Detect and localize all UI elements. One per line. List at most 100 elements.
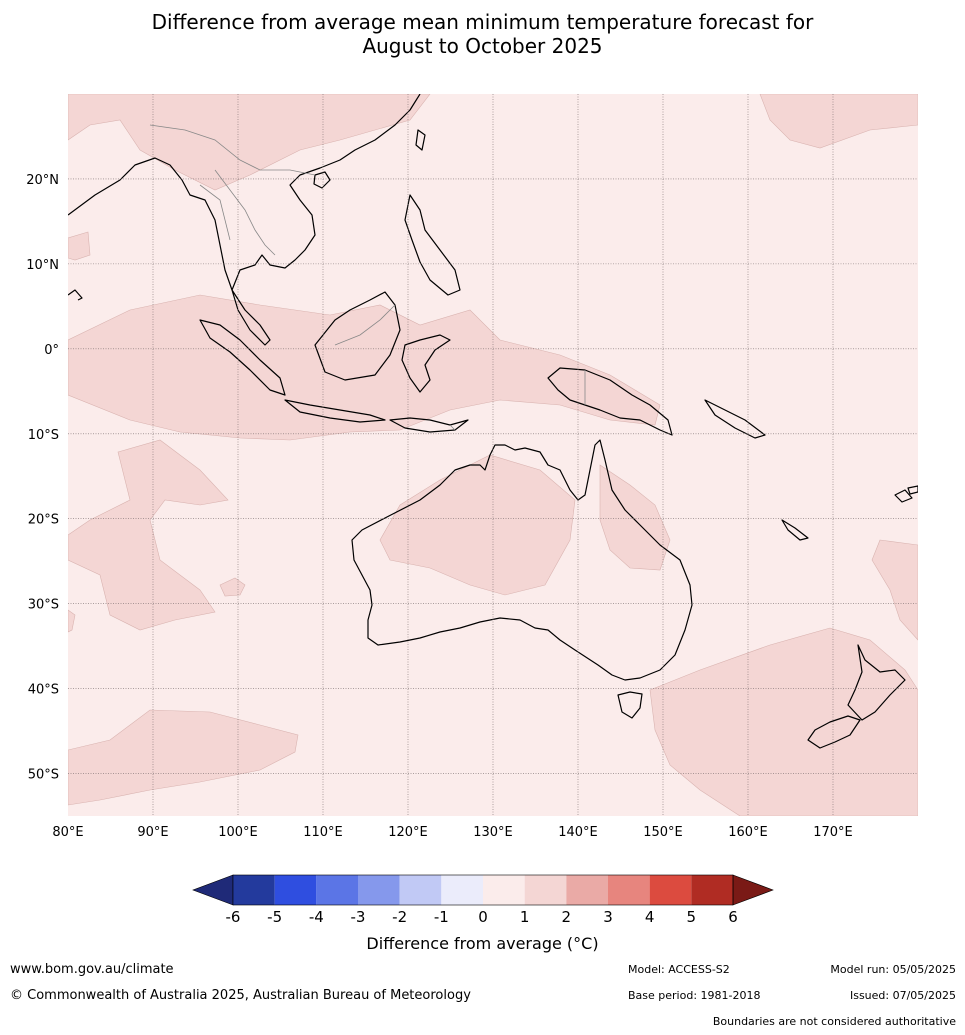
longitude-label: 80°E <box>52 825 83 840</box>
coastline-sulawesi <box>401 334 451 393</box>
map-area <box>68 94 918 816</box>
longitude-label: 120°E <box>388 825 428 840</box>
longitude-labels: 80°E 90°E 100°E 110°E 120°E 130°E 140°E 150°E 16… <box>52 825 852 840</box>
latitude-labels: 20°N 10°N 0° 10°S 20°S 30°S 40°S 50°S <box>26 173 59 783</box>
coastline-fiji <box>894 489 913 503</box>
title-line-2: August to October 2025 <box>362 34 603 58</box>
anomaly-region-north-pacific <box>759 94 918 149</box>
colorbar-tick-label: 3 <box>603 908 613 926</box>
footer-disclaimer: Boundaries are not considered authoritat… <box>712 1015 956 1028</box>
anomaly-region-western-australia <box>379 454 576 596</box>
border-myanmar-thailand <box>199 184 231 241</box>
colorbar-swatch <box>316 875 358 905</box>
coastline-taiwan <box>415 129 426 151</box>
colorbar-swatch <box>358 875 400 905</box>
anomaly-region-small-west <box>219 577 246 597</box>
title-line-1: Difference from average mean minimum tem… <box>151 10 814 34</box>
longitude-label: 110°E <box>303 825 343 840</box>
map-title: Difference from average mean minimum tem… <box>0 10 965 58</box>
coastline-borneo <box>314 291 401 381</box>
colorbar-ticks: -6 -5 -4 -3 -2 -1 0 1 2 3 4 5 6 <box>226 908 738 926</box>
anomaly-region-maritime-continent <box>68 294 661 441</box>
coastline-solomon-islands <box>704 399 766 439</box>
longitude-label: 170°E <box>813 825 853 840</box>
coastline-new-zealand-south <box>807 715 861 749</box>
anomaly-regions <box>68 94 918 816</box>
footer-model: Model: ACCESS-S2 <box>628 963 730 976</box>
gridlines <box>68 94 918 816</box>
colorbar-tick-label: -3 <box>351 908 366 926</box>
coastline-new-zealand-north <box>847 644 906 721</box>
colorbar-tick-label: 2 <box>562 908 572 926</box>
colorbar-swatch <box>483 875 525 905</box>
coastline-new-caledonia <box>781 519 809 541</box>
coastline-mainland-asia <box>68 94 421 346</box>
latitude-label: 40°S <box>28 683 59 698</box>
colorbar-swatch <box>691 875 733 905</box>
anomaly-region-north-asia <box>68 94 431 191</box>
longitude-label: 140°E <box>558 825 598 840</box>
footer-base-period: Base period: 1981-2018 <box>628 989 761 1002</box>
longitude-label: 150°E <box>643 825 683 840</box>
footer-copyright: © Commonwealth of Australia 2025, Austra… <box>10 988 471 1003</box>
longitude-label: 100°E <box>218 825 258 840</box>
longitude-label: 90°E <box>137 825 168 840</box>
coastline-india-east <box>68 289 83 301</box>
coastline-fiji-east <box>907 485 918 495</box>
coastline-new-guinea <box>547 367 673 436</box>
border-indochina <box>214 169 276 256</box>
latitude-label: 20°S <box>28 513 59 528</box>
anomaly-region-small-bay <box>68 231 91 261</box>
latitude-label: 10°S <box>28 428 59 443</box>
latitude-label: 10°N <box>26 258 59 273</box>
colorbar-tick-label: -2 <box>392 908 407 926</box>
colorbar <box>192 874 774 906</box>
coastline-sumatra <box>199 319 286 396</box>
colorbar-swatch <box>399 875 442 905</box>
colorbar-swatch <box>524 875 567 905</box>
latitude-label: 20°N <box>26 173 59 188</box>
colorbar-swatch <box>566 875 608 905</box>
colorbar-tick-label: 1 <box>520 908 530 926</box>
coastlines <box>68 94 918 749</box>
colorbar-swatch <box>274 875 317 905</box>
anomaly-region-tasman-new-zealand <box>649 627 918 816</box>
coastline-tasmania <box>617 691 643 719</box>
colorbar-swatch <box>649 875 692 905</box>
coastline-hainan <box>313 171 331 189</box>
border-china-south <box>149 124 316 176</box>
colorbar-tick-label: 4 <box>645 908 655 926</box>
colorbar-under-arrow <box>192 874 234 906</box>
colorbar-swatch <box>441 875 483 905</box>
country-borders <box>149 124 586 431</box>
anomaly-region-east-pacific <box>871 539 918 641</box>
longitude-label: 130°E <box>473 825 513 840</box>
anomaly-region-indian-ocean <box>68 439 229 631</box>
coastline-lesser-sunda <box>389 417 469 433</box>
colorbar-tick-label: -1 <box>434 908 449 926</box>
footer-model-run: Model run: 05/05/2025 <box>830 963 956 976</box>
coastline-java <box>284 399 386 423</box>
coastline-australia <box>351 439 693 681</box>
colorbar-frame <box>232 874 734 906</box>
anomaly-region-eastern-australia <box>599 464 671 571</box>
latitude-label: 30°S <box>28 598 59 613</box>
anomaly-region-west-edge <box>68 609 76 633</box>
colorbar-tick-label: -5 <box>267 908 282 926</box>
colorbar-swatch <box>233 875 275 905</box>
colorbar-tick-label: -6 <box>226 908 241 926</box>
colorbar-tick-label: 0 <box>478 908 488 926</box>
border-borneo <box>334 304 396 346</box>
latitude-label: 0° <box>44 343 59 358</box>
border-timor <box>449 424 456 431</box>
colorbar-label: Difference from average (°C) <box>366 934 599 953</box>
colorbar-tick-label: -4 <box>309 908 324 926</box>
longitude-label: 160°E <box>728 825 768 840</box>
footer-issued: Issued: 07/05/2025 <box>849 989 956 1002</box>
footer-url: www.bom.gov.au/climate <box>10 962 174 977</box>
latitude-label: 50°S <box>28 768 59 783</box>
colorbar-tick-label: 6 <box>728 908 738 926</box>
coastline-philippines <box>404 194 461 296</box>
anomaly-region-southern-ocean-west <box>68 709 299 806</box>
